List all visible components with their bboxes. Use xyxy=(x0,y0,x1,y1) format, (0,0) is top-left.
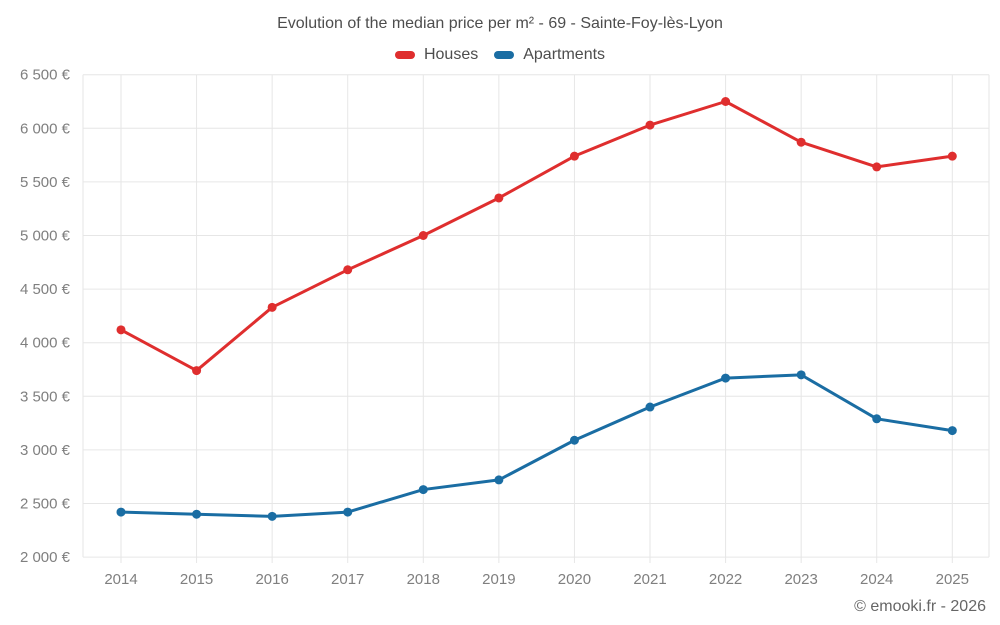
data-point-apartments-2023[interactable] xyxy=(796,370,806,380)
y-tick-label: 3 000 € xyxy=(20,442,71,459)
data-point-houses-2017[interactable] xyxy=(343,265,353,275)
x-tick-label: 2025 xyxy=(936,571,969,588)
x-tick-label: 2014 xyxy=(104,571,137,588)
x-tick-label: 2015 xyxy=(180,571,213,588)
data-point-apartments-2024[interactable] xyxy=(872,414,882,424)
x-tick-label: 2022 xyxy=(709,571,742,588)
y-tick-label: 4 000 € xyxy=(20,335,71,352)
x-tick-label: 2018 xyxy=(407,571,440,588)
legend-label-houses: Houses xyxy=(423,46,479,63)
y-tick-label: 6 500 € xyxy=(20,67,71,84)
data-point-houses-2015[interactable] xyxy=(192,366,202,376)
data-point-houses-2024[interactable] xyxy=(872,162,882,172)
y-tick-label: 5 000 € xyxy=(20,228,71,245)
data-point-houses-2023[interactable] xyxy=(796,137,806,147)
data-point-apartments-2018[interactable] xyxy=(418,485,428,495)
data-point-apartments-2017[interactable] xyxy=(343,507,353,517)
data-point-apartments-2020[interactable] xyxy=(569,435,579,445)
data-point-apartments-2021[interactable] xyxy=(645,402,655,412)
data-point-apartments-2015[interactable] xyxy=(192,509,202,519)
x-tick-label: 2019 xyxy=(482,571,515,588)
x-tick-label: 2021 xyxy=(633,571,666,588)
data-point-houses-2022[interactable] xyxy=(721,97,731,106)
apartments-series xyxy=(116,370,957,521)
data-point-apartments-2025[interactable] xyxy=(947,426,957,436)
legend-item-houses[interactable]: Houses xyxy=(394,46,479,64)
data-point-apartments-2016[interactable] xyxy=(267,511,277,521)
y-tick-label: 2 500 € xyxy=(20,496,71,513)
apartments-line xyxy=(119,373,954,518)
houses-series-marker-icon xyxy=(394,51,415,59)
chart-legend: Houses Apartments xyxy=(0,46,1000,64)
data-point-houses-2021[interactable] xyxy=(645,120,655,130)
data-point-apartments-2022[interactable] xyxy=(721,373,731,383)
data-point-houses-2018[interactable] xyxy=(418,231,428,240)
copyright-footer: © emooki.fr - 2026 xyxy=(854,598,986,615)
legend-item-apartments[interactable]: Apartments xyxy=(494,46,605,64)
y-tick-label: 2 000 € xyxy=(20,549,71,566)
x-tick-label: 2024 xyxy=(860,571,893,588)
y-tick-label: 6 000 € xyxy=(20,120,71,137)
x-tick-label: 2016 xyxy=(255,571,288,588)
data-point-houses-2025[interactable] xyxy=(947,151,957,161)
x-tick-label: 2023 xyxy=(784,571,817,588)
data-point-houses-2014[interactable] xyxy=(116,325,126,335)
y-tick-label: 3 500 € xyxy=(20,388,71,405)
gridlines xyxy=(82,74,990,563)
y-tick-label: 4 500 € xyxy=(20,281,71,298)
data-point-apartments-2014[interactable] xyxy=(116,507,126,517)
data-point-houses-2019[interactable] xyxy=(494,193,504,203)
legend-label-apartments: Apartments xyxy=(523,46,606,63)
chart-title: Evolution of the median price per m² - 6… xyxy=(277,15,723,32)
y-tick-label: 5 500 € xyxy=(20,174,71,191)
data-point-apartments-2019[interactable] xyxy=(494,475,504,485)
houses-line xyxy=(119,100,954,373)
apartments-series-marker-icon xyxy=(494,51,515,59)
x-tick-label: 2020 xyxy=(558,571,591,588)
axis-labels: 2 000 € 2 500 € 3 000 € 3 500 € 4 000 € 4 500… xyxy=(20,67,969,588)
houses-series xyxy=(116,97,957,376)
data-point-houses-2016[interactable] xyxy=(267,302,277,312)
x-tick-label: 2017 xyxy=(331,571,364,588)
data-point-houses-2020[interactable] xyxy=(569,151,579,161)
